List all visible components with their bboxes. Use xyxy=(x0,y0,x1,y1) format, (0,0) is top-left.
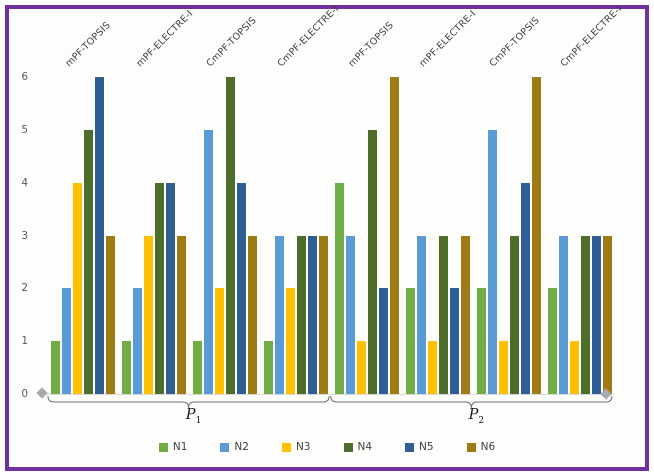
legend-item-N2: N2 xyxy=(220,441,249,453)
bar-group-0 xyxy=(51,77,115,394)
bar-N4-group1 xyxy=(155,183,164,394)
bar-N5-group5 xyxy=(450,288,459,394)
bar-N3-group2 xyxy=(215,288,224,394)
legend-item-N1: N1 xyxy=(158,441,188,453)
bar-N2-group0 xyxy=(62,288,71,394)
legend-swatch-icon xyxy=(405,442,415,452)
bar-group-3 xyxy=(264,236,328,394)
legend-label: N3 xyxy=(295,441,311,453)
bar-group-4 xyxy=(335,77,399,394)
legend-label: N4 xyxy=(357,441,373,453)
bar-group-6 xyxy=(477,77,541,394)
section-braces xyxy=(47,395,613,409)
bar-N2-group4 xyxy=(346,236,355,394)
bar-plot-area xyxy=(51,77,612,394)
section-label-P2: P2 xyxy=(468,407,485,426)
legend-label: N2 xyxy=(234,441,249,453)
bar-N4-group4 xyxy=(368,130,377,394)
legend-item-N4: N4 xyxy=(343,441,373,453)
legend-swatch-icon xyxy=(158,442,168,452)
section-label-P1: P1 xyxy=(185,407,202,426)
bar-N3-group7 xyxy=(570,341,579,394)
y-tick-label-5: 5 xyxy=(21,123,28,136)
bar-N6-group6 xyxy=(532,77,541,394)
y-tick-label-6: 6 xyxy=(21,71,28,84)
y-tick-label-0: 0 xyxy=(21,388,28,400)
bar-N1-group3 xyxy=(264,341,273,394)
bar-N2-group5 xyxy=(417,236,426,394)
legend-swatch-icon xyxy=(281,442,291,452)
bar-N4-group7 xyxy=(581,236,590,394)
bar-N5-group3 xyxy=(308,236,317,394)
section-brace-1 xyxy=(330,395,613,409)
y-tick-label-4: 4 xyxy=(21,176,28,189)
bar-N5-group4 xyxy=(379,288,388,394)
x-axis-line xyxy=(44,394,614,395)
bar-N6-group4 xyxy=(390,77,399,394)
bar-group-1 xyxy=(122,183,186,394)
bar-N2-group3 xyxy=(275,236,284,394)
bar-N2-group7 xyxy=(559,236,568,394)
bar-N2-group2 xyxy=(204,130,213,394)
bar-N4-group6 xyxy=(510,236,519,394)
bar-N6-group7 xyxy=(603,236,612,394)
bar-N4-group0 xyxy=(84,130,93,394)
bar-N3-group1 xyxy=(144,236,153,394)
bar-N1-group4 xyxy=(335,183,344,394)
y-tick-label-2: 2 xyxy=(21,282,28,295)
legend-label: N1 xyxy=(172,441,188,453)
bar-group-2 xyxy=(193,77,257,394)
y-tick-label-1: 1 xyxy=(21,335,28,348)
bar-N5-group1 xyxy=(166,183,175,394)
bar-N6-group5 xyxy=(461,236,470,394)
bar-N1-group6 xyxy=(477,288,486,394)
bar-N3-group3 xyxy=(286,288,295,394)
y-tick-label-3: 3 xyxy=(21,229,28,242)
bar-N1-group1 xyxy=(122,341,131,394)
bar-N6-group1 xyxy=(177,236,186,394)
legend-item-N6: N6 xyxy=(466,441,496,453)
bar-N4-group5 xyxy=(439,236,448,394)
bar-N1-group5 xyxy=(406,288,415,394)
chart-legend: N1 N2 N3 N4 N5 N6 xyxy=(0,441,654,453)
legend-item-N3: N3 xyxy=(281,441,311,453)
bar-N4-group2 xyxy=(226,77,235,394)
bar-N1-group7 xyxy=(548,288,557,394)
legend-item-N5: N5 xyxy=(405,441,434,453)
bar-N6-group0 xyxy=(106,236,115,394)
bar-N3-group4 xyxy=(357,341,366,394)
bar-N6-group2 xyxy=(248,236,257,394)
bar-N1-group2 xyxy=(193,341,202,394)
bar-N5-group2 xyxy=(237,183,246,394)
bar-N5-group0 xyxy=(95,77,104,394)
bar-N6-group3 xyxy=(319,236,328,394)
legend-label: N5 xyxy=(419,441,434,453)
section-brace-0 xyxy=(47,395,330,409)
bar-N5-group7 xyxy=(592,236,601,394)
legend-label: N6 xyxy=(480,441,496,453)
bar-group-7 xyxy=(548,236,612,394)
bar-N3-group5 xyxy=(428,341,437,394)
bar-group-5 xyxy=(406,236,470,394)
legend-swatch-icon xyxy=(220,442,230,452)
bar-N5-group6 xyxy=(521,183,530,394)
bar-N3-group0 xyxy=(73,183,82,394)
bar-N2-group1 xyxy=(133,288,142,394)
bar-N2-group6 xyxy=(488,130,497,394)
bar-N4-group3 xyxy=(297,236,306,394)
legend-swatch-icon xyxy=(343,442,353,452)
bar-N1-group0 xyxy=(51,341,60,394)
bar-N3-group6 xyxy=(499,341,508,394)
legend-swatch-icon xyxy=(466,442,476,452)
